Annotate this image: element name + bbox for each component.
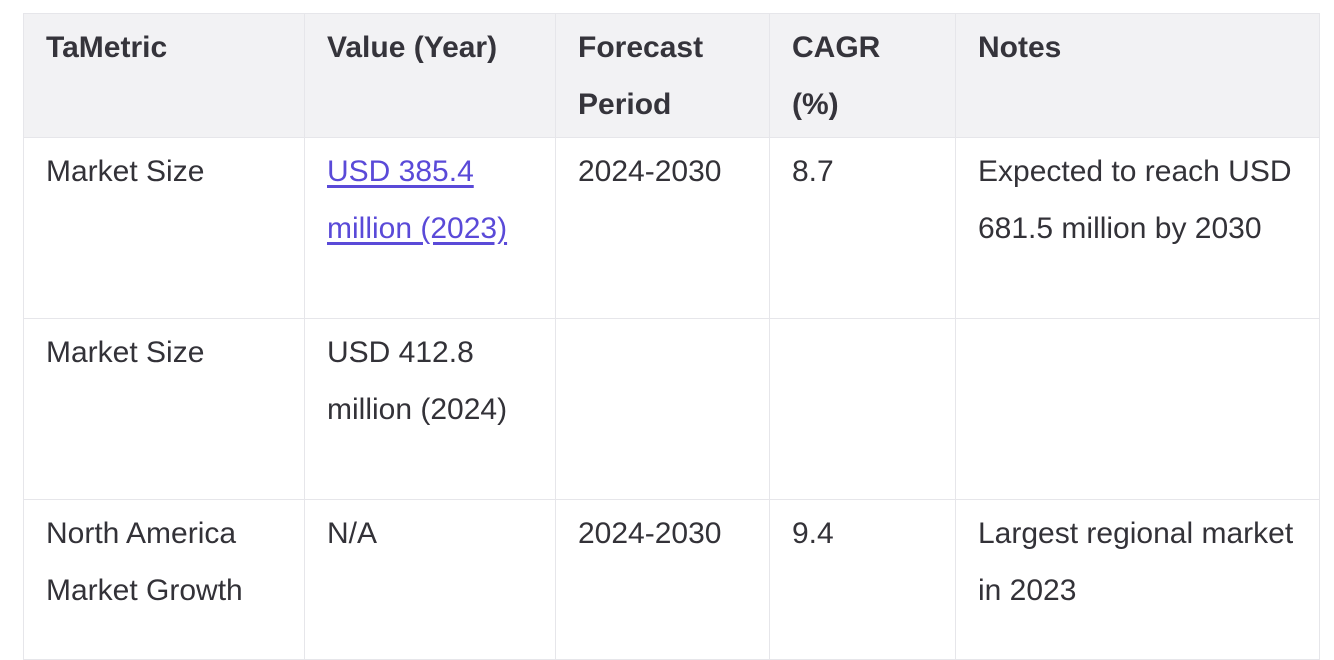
- table-header-row: TaMetric Value (Year) Forecast Period CA…: [23, 13, 1320, 138]
- cell-cagr: 9.4: [769, 499, 956, 660]
- table-row: North America Market Growth N/A 2024-203…: [23, 499, 1320, 660]
- header-value-year: Value (Year): [304, 13, 556, 138]
- cell-period: [555, 318, 770, 500]
- table-row: Market Size USD 412.8 million (2024): [23, 318, 1320, 500]
- cell-period: 2024-2030: [555, 499, 770, 660]
- cell-value: N/A: [304, 499, 556, 660]
- market-table-container: TaMetric Value (Year) Forecast Period CA…: [23, 13, 1320, 660]
- header-cagr: CAGR (%): [769, 13, 956, 138]
- cell-metric: North America Market Growth: [23, 499, 305, 660]
- cell-value: USD 412.8 million (2024): [304, 318, 556, 500]
- cell-period: 2024-2030: [555, 137, 770, 319]
- cell-notes: [955, 318, 1320, 500]
- cell-metric: Market Size: [23, 137, 305, 319]
- header-notes: Notes: [955, 13, 1320, 138]
- cell-cagr: [769, 318, 956, 500]
- value-link[interactable]: USD 385.4 million (2023): [327, 155, 508, 245]
- cell-notes: Expected to reach USD 681.5 million by 2…: [955, 137, 1320, 319]
- cell-value: USD 385.4 million (2023): [304, 137, 556, 319]
- table-row: Market Size USD 385.4 million (2023) 202…: [23, 137, 1320, 319]
- header-forecast-period: Forecast Period: [555, 13, 770, 138]
- header-metric: TaMetric: [23, 13, 305, 138]
- market-table: TaMetric Value (Year) Forecast Period CA…: [23, 13, 1320, 660]
- cell-cagr: 8.7: [769, 137, 956, 319]
- cell-notes: Largest regional market in 2023: [955, 499, 1320, 660]
- cell-metric: Market Size: [23, 318, 305, 500]
